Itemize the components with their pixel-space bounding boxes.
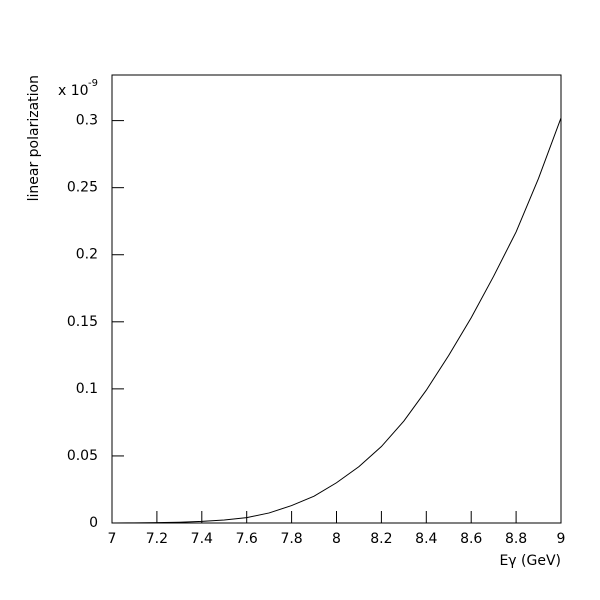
x-tick-label: 7.6 [236,531,258,547]
x-tick-label: 9 [557,531,566,547]
y-scale-exponent: -9 [88,78,98,89]
x-axis-title: Eγ (GeV) [499,553,561,569]
y-tick-label: 0.15 [67,314,98,330]
y-tick-label: 0.1 [76,381,98,397]
data-line [111,117,562,524]
x-tick-label: 8 [332,531,341,547]
y-axis-title: linear polarization [26,75,42,201]
y-tick-label: 0.25 [67,180,98,196]
x-tick-label: 7.4 [191,531,213,547]
x-tick-label: 8.2 [370,531,392,547]
y-tick-label: 0 [89,515,98,531]
y-scale-prefix: x 10 [58,83,89,99]
plot-frame [111,74,562,524]
y-tick-label: 0.2 [76,247,98,263]
y-tick-label: 0.05 [67,448,98,464]
y-tick-label: 0.3 [76,113,98,129]
x-tick-label: 7.8 [280,531,302,547]
x-tick-label: 7 [108,531,117,547]
x-tick-label: 8.8 [505,531,527,547]
x-tick-label: 8.6 [460,531,482,547]
x-tick-label: 7.2 [146,531,168,547]
x-tick-label: 8.4 [415,531,437,547]
